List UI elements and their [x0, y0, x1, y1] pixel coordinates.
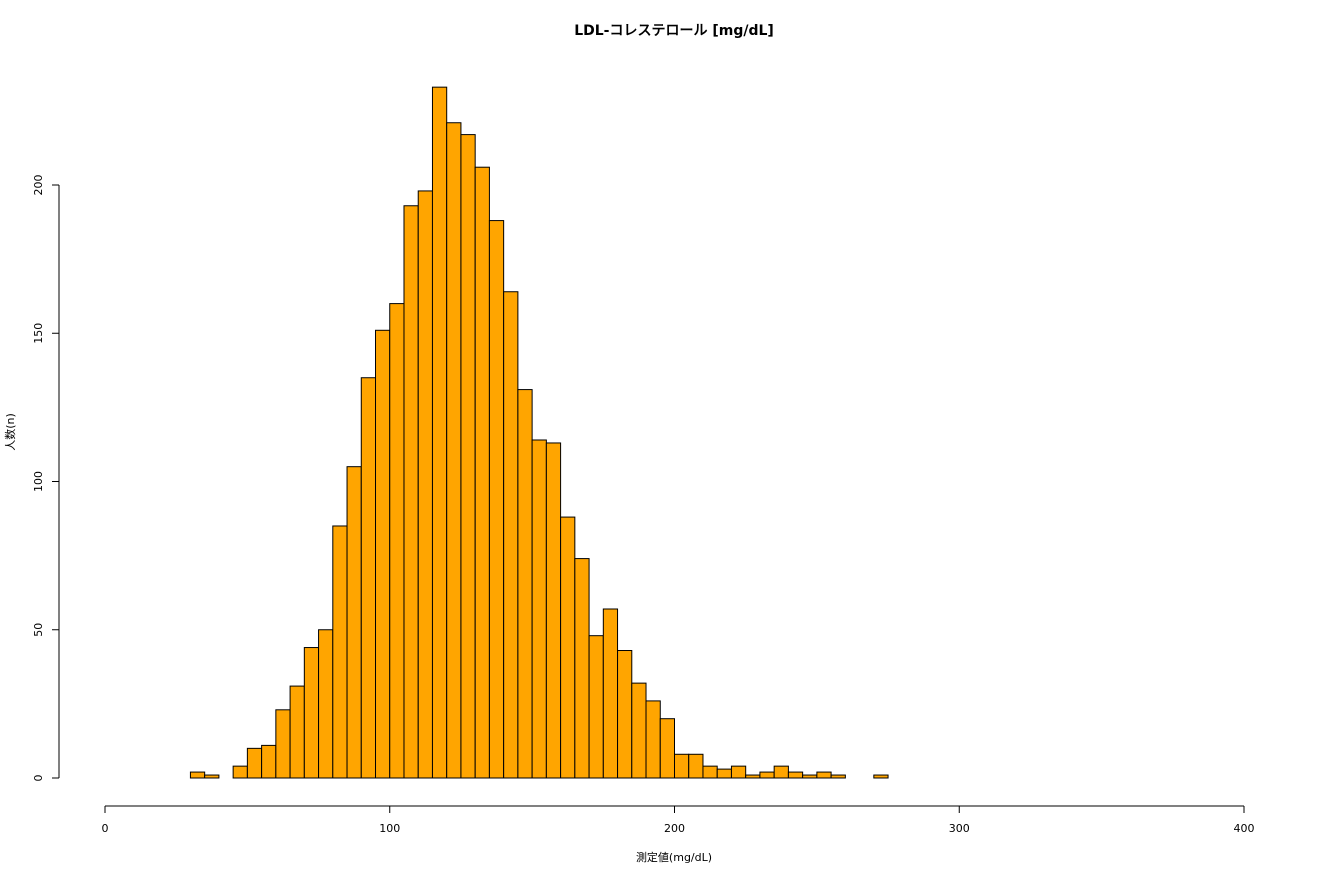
- bar: [602, 608, 619, 779]
- bar: [246, 747, 263, 779]
- bar: [759, 771, 775, 779]
- bar: [816, 771, 832, 779]
- bar: [645, 700, 661, 779]
- bar: [289, 685, 305, 779]
- bar: [631, 682, 647, 779]
- x-axis-label: 測定値(mg/dL): [636, 850, 712, 864]
- bar: [688, 753, 704, 779]
- bar: [545, 442, 562, 779]
- bar: [474, 166, 490, 779]
- bar: [275, 709, 291, 779]
- bar: [303, 647, 320, 779]
- x-tick-label: 400: [1234, 822, 1255, 835]
- bar: [674, 753, 690, 779]
- y-tick-label: 200: [32, 175, 45, 196]
- bar: [318, 629, 334, 779]
- bar: [403, 205, 419, 779]
- x-tick-label: 100: [379, 822, 400, 835]
- bar: [702, 765, 718, 779]
- bar: [517, 389, 533, 779]
- bar: [375, 329, 391, 779]
- bar: [346, 466, 362, 779]
- bar: [588, 635, 604, 779]
- bar: [574, 558, 590, 779]
- bar: [787, 771, 804, 779]
- bar: [745, 774, 761, 779]
- x-tick-label: 200: [664, 822, 685, 835]
- bar: [730, 765, 747, 779]
- bar: [360, 377, 377, 779]
- bar: [716, 768, 732, 779]
- bar: [204, 774, 220, 779]
- bar: [531, 439, 547, 779]
- bar: [659, 718, 676, 779]
- bar: [417, 190, 433, 779]
- x-tick-label: 0: [102, 822, 109, 835]
- y-tick-label: 50: [32, 623, 45, 637]
- y-tick-label: 100: [32, 471, 45, 492]
- bar: [830, 774, 846, 779]
- bar: [332, 525, 348, 779]
- bar: [189, 771, 206, 779]
- bar: [460, 134, 476, 779]
- bar: [446, 122, 462, 779]
- bar: [488, 220, 505, 779]
- bar: [232, 765, 248, 779]
- bar: [261, 744, 277, 779]
- y-axis-label: 人数(n): [4, 413, 17, 451]
- y-tick-label: 0: [32, 775, 45, 782]
- bar: [802, 774, 818, 779]
- bar: [431, 86, 448, 779]
- chart-title: LDL-コレステロール [mg/dL]: [574, 23, 774, 39]
- bar: [389, 303, 405, 779]
- bar: [503, 291, 519, 779]
- bar: [617, 650, 633, 779]
- bar: [873, 774, 889, 779]
- x-tick-label: 300: [949, 822, 970, 835]
- bar: [773, 765, 789, 779]
- bar: [560, 516, 576, 779]
- y-tick-label: 150: [32, 323, 45, 344]
